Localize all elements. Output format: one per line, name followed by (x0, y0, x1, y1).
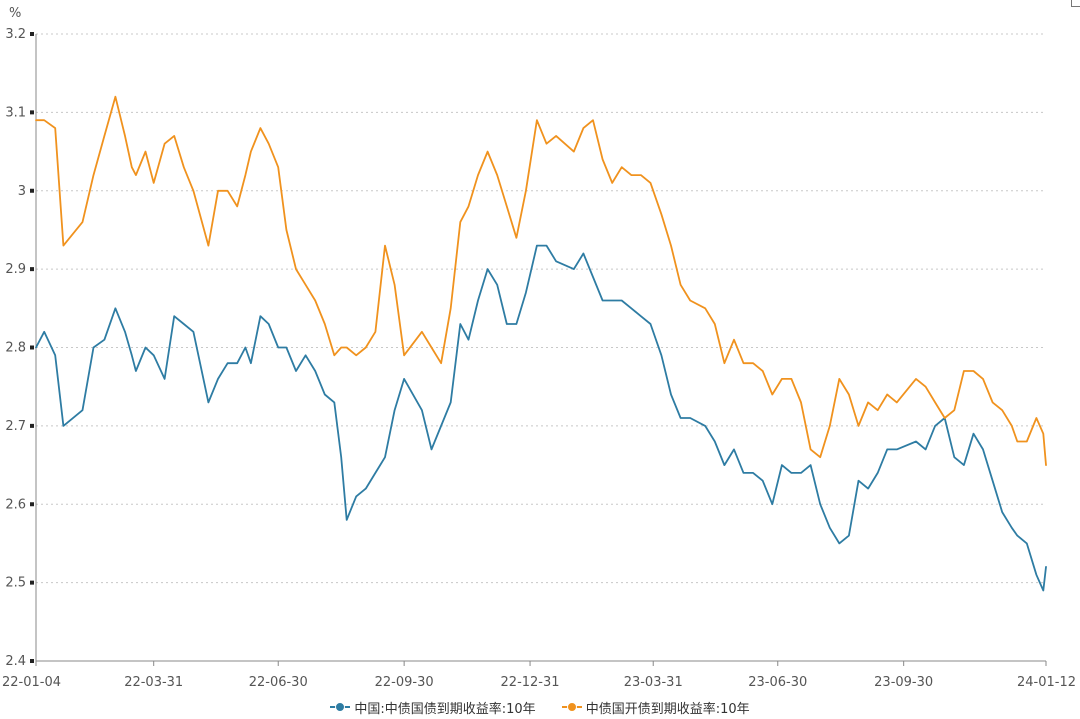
y-tick-label: 2.7 (5, 419, 26, 434)
x-tick-label: 23-06-30 (748, 675, 807, 690)
y-tick-mark (30, 423, 34, 428)
legend: 中国:中债国债到期收益率:10年 中债国开债到期收益率:10年 (0, 696, 1080, 718)
legend-item-cdb-10y[interactable]: 中债国开债到期收益率:10年 (561, 698, 750, 717)
y-tick-mark (30, 659, 34, 663)
x-tick-label: 22-01-04 (2, 675, 61, 690)
y-tick-mark (30, 502, 34, 507)
x-tick-label: 23-03-31 (624, 675, 683, 690)
series-line-cgb-10y (35, 244, 1047, 592)
y-tick-label: 2.6 (5, 497, 26, 512)
y-tick-mark (30, 32, 34, 36)
y-tick-mark (30, 188, 34, 193)
y-tick-label: 2.4 (5, 654, 26, 669)
x-tick-label: 22-12-31 (501, 675, 560, 690)
legend-label-cdb-10y: 中债国开债到期收益率:10年 (585, 701, 750, 717)
y-tick-mark (30, 580, 34, 585)
y-tick-label: 2.8 (5, 341, 26, 356)
series-line-cdb-10y (35, 95, 1047, 467)
x-tick-label: 24-01-12 (1017, 675, 1076, 690)
y-tick-label: 2.9 (5, 262, 26, 277)
grid-lines (36, 33, 1046, 584)
legend-label-cgb-10y: 中国:中债国债到期收益率:10年 (354, 701, 536, 717)
y-tick-label: 3.1 (5, 105, 26, 120)
y-axis-unit-label: % (9, 6, 21, 21)
legend-swatch-cdb-10y (561, 701, 582, 713)
legend-item-cgb-10y[interactable]: 中国:中债国债到期收益率:10年 (330, 698, 536, 717)
x-tick-label: 22-09-30 (375, 675, 434, 690)
x-axis-ticks: 22-01-04 22-03-31 22-06-30 22-09-30 22-12-31… (2, 661, 1076, 690)
legend-swatch-cgb-10y (330, 701, 351, 713)
y-axis-ticks: 3.2 3.1 3 2.9 2.8 2.7 2.6 2.5 2.4 (5, 27, 34, 669)
x-tick-label: 23-09-30 (874, 675, 933, 690)
y-tick-label: 3.2 (5, 27, 26, 42)
corner-mark (1071, 0, 1080, 7)
x-tick-label: 22-06-30 (249, 675, 308, 690)
series-lines (35, 95, 1047, 592)
y-tick-mark (30, 110, 34, 115)
y-tick-mark (30, 345, 34, 350)
y-tick-label: 3 (18, 184, 26, 199)
y-tick-label: 2.5 (5, 576, 26, 591)
x-tick-label: 22-03-31 (124, 675, 183, 690)
y-tick-mark (30, 267, 34, 272)
